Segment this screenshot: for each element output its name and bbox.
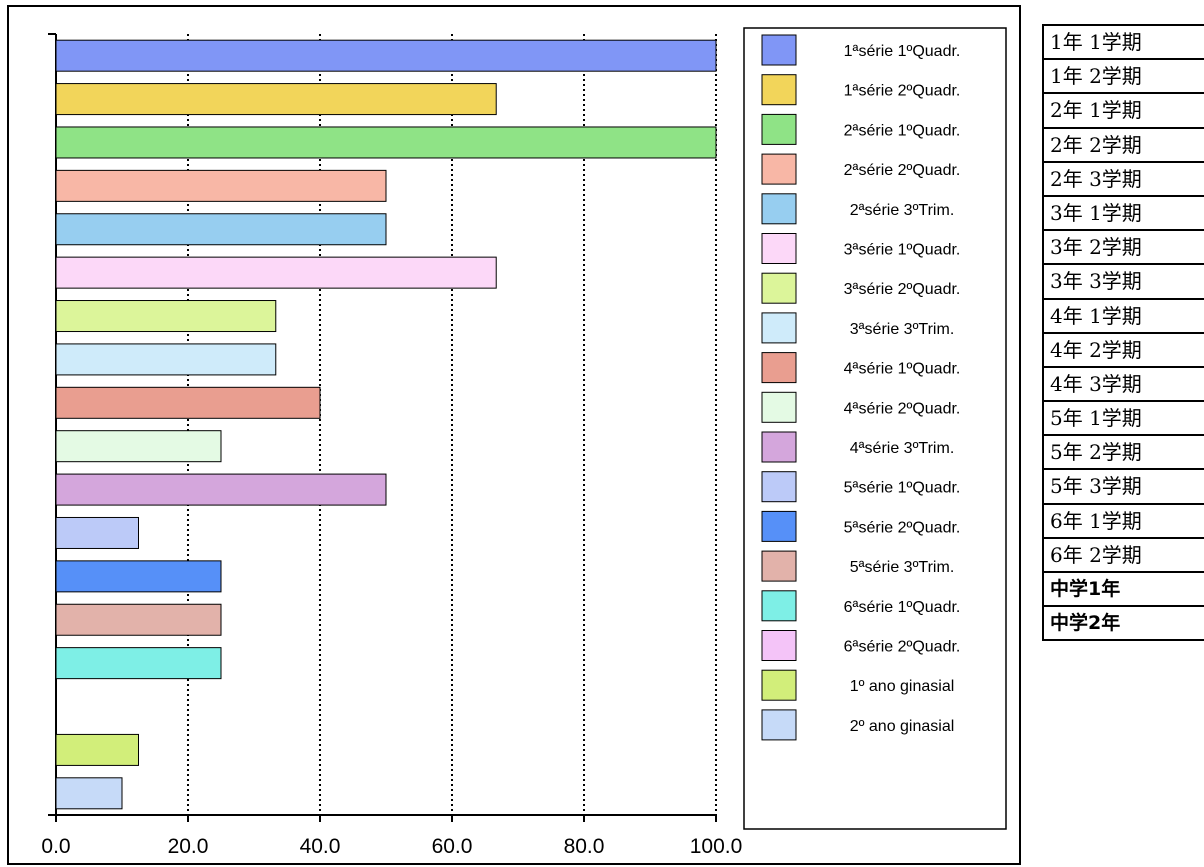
jp-term-cell: 中学1年 xyxy=(1044,573,1204,608)
bar xyxy=(55,473,387,506)
legend-swatch xyxy=(761,590,797,622)
jp-term-cell: 6年 2学期 xyxy=(1044,539,1204,573)
legend-swatch xyxy=(761,669,797,701)
jp-term-cell: 2年 2学期 xyxy=(1044,129,1204,163)
legend-swatch xyxy=(761,153,797,185)
legend-swatch xyxy=(761,113,797,145)
legend-swatch xyxy=(761,233,797,264)
jp-term-cell: 中学2年 xyxy=(1044,607,1204,642)
x-tick-label: 0.0 xyxy=(41,835,70,858)
bar xyxy=(55,430,222,463)
bar xyxy=(55,169,387,202)
bar xyxy=(55,603,222,636)
bar xyxy=(55,733,139,766)
legend-label: 2º ano ginasial xyxy=(850,718,955,735)
legend-swatch xyxy=(761,709,797,741)
legend-label: 1º ano ginasial xyxy=(850,678,955,695)
x-tick-label: 40.0 xyxy=(300,835,341,858)
legend-label: 3ªsérie 2ºQuadr. xyxy=(844,281,961,298)
legend-swatch xyxy=(761,312,797,344)
jp-term-cell: 5年 2学期 xyxy=(1044,436,1204,471)
legend-label: 2ªsérie 2ºQuadr. xyxy=(844,162,961,179)
x-tick-label: 20.0 xyxy=(168,835,209,858)
jp-term-cell: 1年 1学期 xyxy=(1044,26,1204,61)
legend-swatch xyxy=(761,193,797,225)
legend-label: 3ªsérie 1ºQuadr. xyxy=(844,242,961,259)
jp-term-cell: 4年 1学期 xyxy=(1044,300,1204,334)
jp-term-cell: 2年 3学期 xyxy=(1044,163,1204,197)
bar xyxy=(55,647,222,680)
legend-label: 5ªsérie 3ºTrim. xyxy=(850,559,955,576)
legend-swatch xyxy=(761,550,797,582)
bar xyxy=(55,213,387,246)
legend-label: 2ªsérie 3ºTrim. xyxy=(850,202,955,219)
legend-label: 4ªsérie 3ºTrim. xyxy=(850,440,955,457)
legend-label: 5ªsérie 1ºQuadr. xyxy=(844,480,961,497)
legend-label: 3ªsérie 3ºTrim. xyxy=(850,321,955,338)
legend-label: 2ªsérie 1ºQuadr. xyxy=(844,122,961,139)
legend-label: 4ªsérie 2ºQuadr. xyxy=(844,400,961,417)
legend-swatch xyxy=(761,391,797,423)
legend-swatch xyxy=(761,352,797,384)
bar xyxy=(55,386,321,419)
legend-label: 4ªsérie 1ºQuadr. xyxy=(844,361,961,378)
jp-term-cell: 1年 2学期 xyxy=(1044,60,1204,95)
legend-label: 5ªsérie 2ºQuadr. xyxy=(844,519,961,536)
jp-term-cell: 2年 1学期 xyxy=(1044,94,1204,129)
legend-swatch xyxy=(761,431,797,463)
jp-term-cell: 3年 2学期 xyxy=(1044,231,1204,266)
bar xyxy=(55,126,717,159)
bar-chart: 0.0 20.0 40.0 60.0 80.0 100.0 1ªsérie 1ºQuadr.… xyxy=(41,27,1007,858)
jp-term-cell: 5年 1学期 xyxy=(1044,402,1204,437)
x-tick-label: 80.0 xyxy=(564,835,605,858)
bar xyxy=(55,777,123,810)
bar xyxy=(55,256,497,289)
jp-term-cell: 4年 2学期 xyxy=(1044,334,1204,368)
bar xyxy=(55,343,277,376)
jp-term-cell: 3年 3学期 xyxy=(1044,265,1204,300)
legend-swatch xyxy=(761,34,797,66)
legend-box xyxy=(743,27,1007,830)
bar xyxy=(55,516,139,549)
jp-term-cell: 3年 1学期 xyxy=(1044,197,1204,232)
legend-swatch xyxy=(761,630,797,661)
legend-label: 6ªsérie 2ºQuadr. xyxy=(844,639,961,656)
legend-label: 1ªsérie 1ºQuadr. xyxy=(844,43,961,60)
legend-swatch xyxy=(761,471,797,503)
jp-term-cell: 5年 3学期 xyxy=(1044,470,1204,505)
bar xyxy=(55,300,277,333)
legend-label: 1ªsérie 2ºQuadr. xyxy=(844,83,961,100)
bar xyxy=(55,560,222,593)
bar xyxy=(55,83,497,116)
legend-swatch xyxy=(761,74,797,106)
bar xyxy=(55,39,717,72)
jp-term-cell: 4年 3学期 xyxy=(1044,368,1204,403)
x-tick-label: 60.0 xyxy=(432,835,473,858)
legend-label: 6ªsérie 1ºQuadr. xyxy=(844,599,961,616)
x-tick-label: 100.0 xyxy=(690,835,743,858)
jp-term-cell: 6年 1学期 xyxy=(1044,505,1204,539)
legend-swatch xyxy=(761,510,797,542)
legend-swatch xyxy=(761,272,797,304)
chart-frame xyxy=(7,5,1021,865)
japanese-term-table: 1年 1学期 1年 2学期 2年 1学期 2年 2学期 2年 3学期 3年 1学期 3年 2… xyxy=(1042,24,1204,642)
